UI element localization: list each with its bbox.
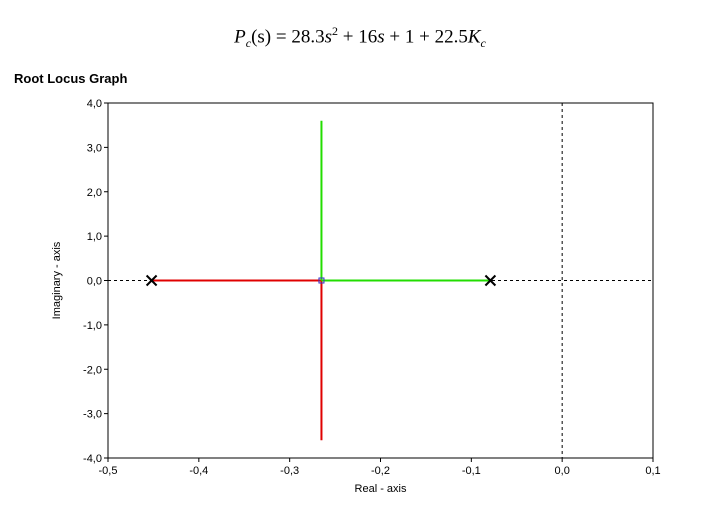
x-tick-label: 0,0 [555, 465, 570, 477]
y-tick-label: 3,0 [87, 142, 102, 154]
eq-constants: + 1 + 22.5 [384, 26, 468, 48]
pole-marker [145, 274, 158, 287]
y-tick-label: 0,0 [87, 276, 102, 288]
y-tick-label: -2,0 [83, 364, 102, 376]
x-tick-label: 0,1 [645, 465, 660, 477]
y-tick-label: 4,0 [87, 98, 102, 110]
y-axis-ticks: -4,0 -3,0 -2,0 -1,0 0,0 1,0 2,0 3,0 4,0 [83, 98, 108, 465]
eq-gain-sub: c [480, 36, 486, 51]
eq-lhs-var: P [234, 26, 246, 48]
y-tick-label: -3,0 [83, 409, 102, 421]
breakaway-point [318, 277, 325, 284]
pole-marker [484, 274, 497, 287]
pole-marker-stroke [484, 274, 497, 287]
characteristic-equation: Pc(s) = 28.3s2 + 16s + 1 + 22.5Kc [0, 24, 720, 51]
eq-coef-2: + 16 [338, 26, 378, 48]
x-axis-ticks: -0,5 -0,4 -0,3 -0,2 -0,1 0,0 0,1 [99, 458, 661, 477]
y-tick-label: 1,0 [87, 231, 102, 243]
chart-title: Root Locus Graph [14, 71, 128, 86]
x-tick-label: -0,3 [280, 465, 299, 477]
x-tick-label: -0,4 [189, 465, 208, 477]
y-axis-label: Imaginary - axis [51, 241, 63, 319]
eq-gain: K [467, 26, 481, 48]
pole-marker-stroke [145, 274, 158, 287]
eq-lhs-arg: (s) [251, 26, 272, 48]
x-tick-label: -0,5 [99, 465, 118, 477]
locus-branches [151, 120, 491, 441]
y-tick-label: -1,0 [83, 320, 102, 332]
pole-markers [145, 274, 497, 287]
eq-lhs-sub: c [245, 36, 252, 51]
eq-coef-1: = 28.3 [271, 26, 325, 48]
x-tick-label: -0,1 [462, 465, 481, 477]
eq-s-2: s [377, 26, 385, 48]
y-tick-label: 2,0 [87, 187, 102, 199]
x-tick-label: -0,2 [371, 465, 390, 477]
y-tick-label: -4,0 [83, 453, 102, 465]
eq-s-1: s [324, 26, 333, 48]
x-axis-label: Real - axis [355, 483, 407, 495]
eq-square: 2 [332, 24, 339, 38]
